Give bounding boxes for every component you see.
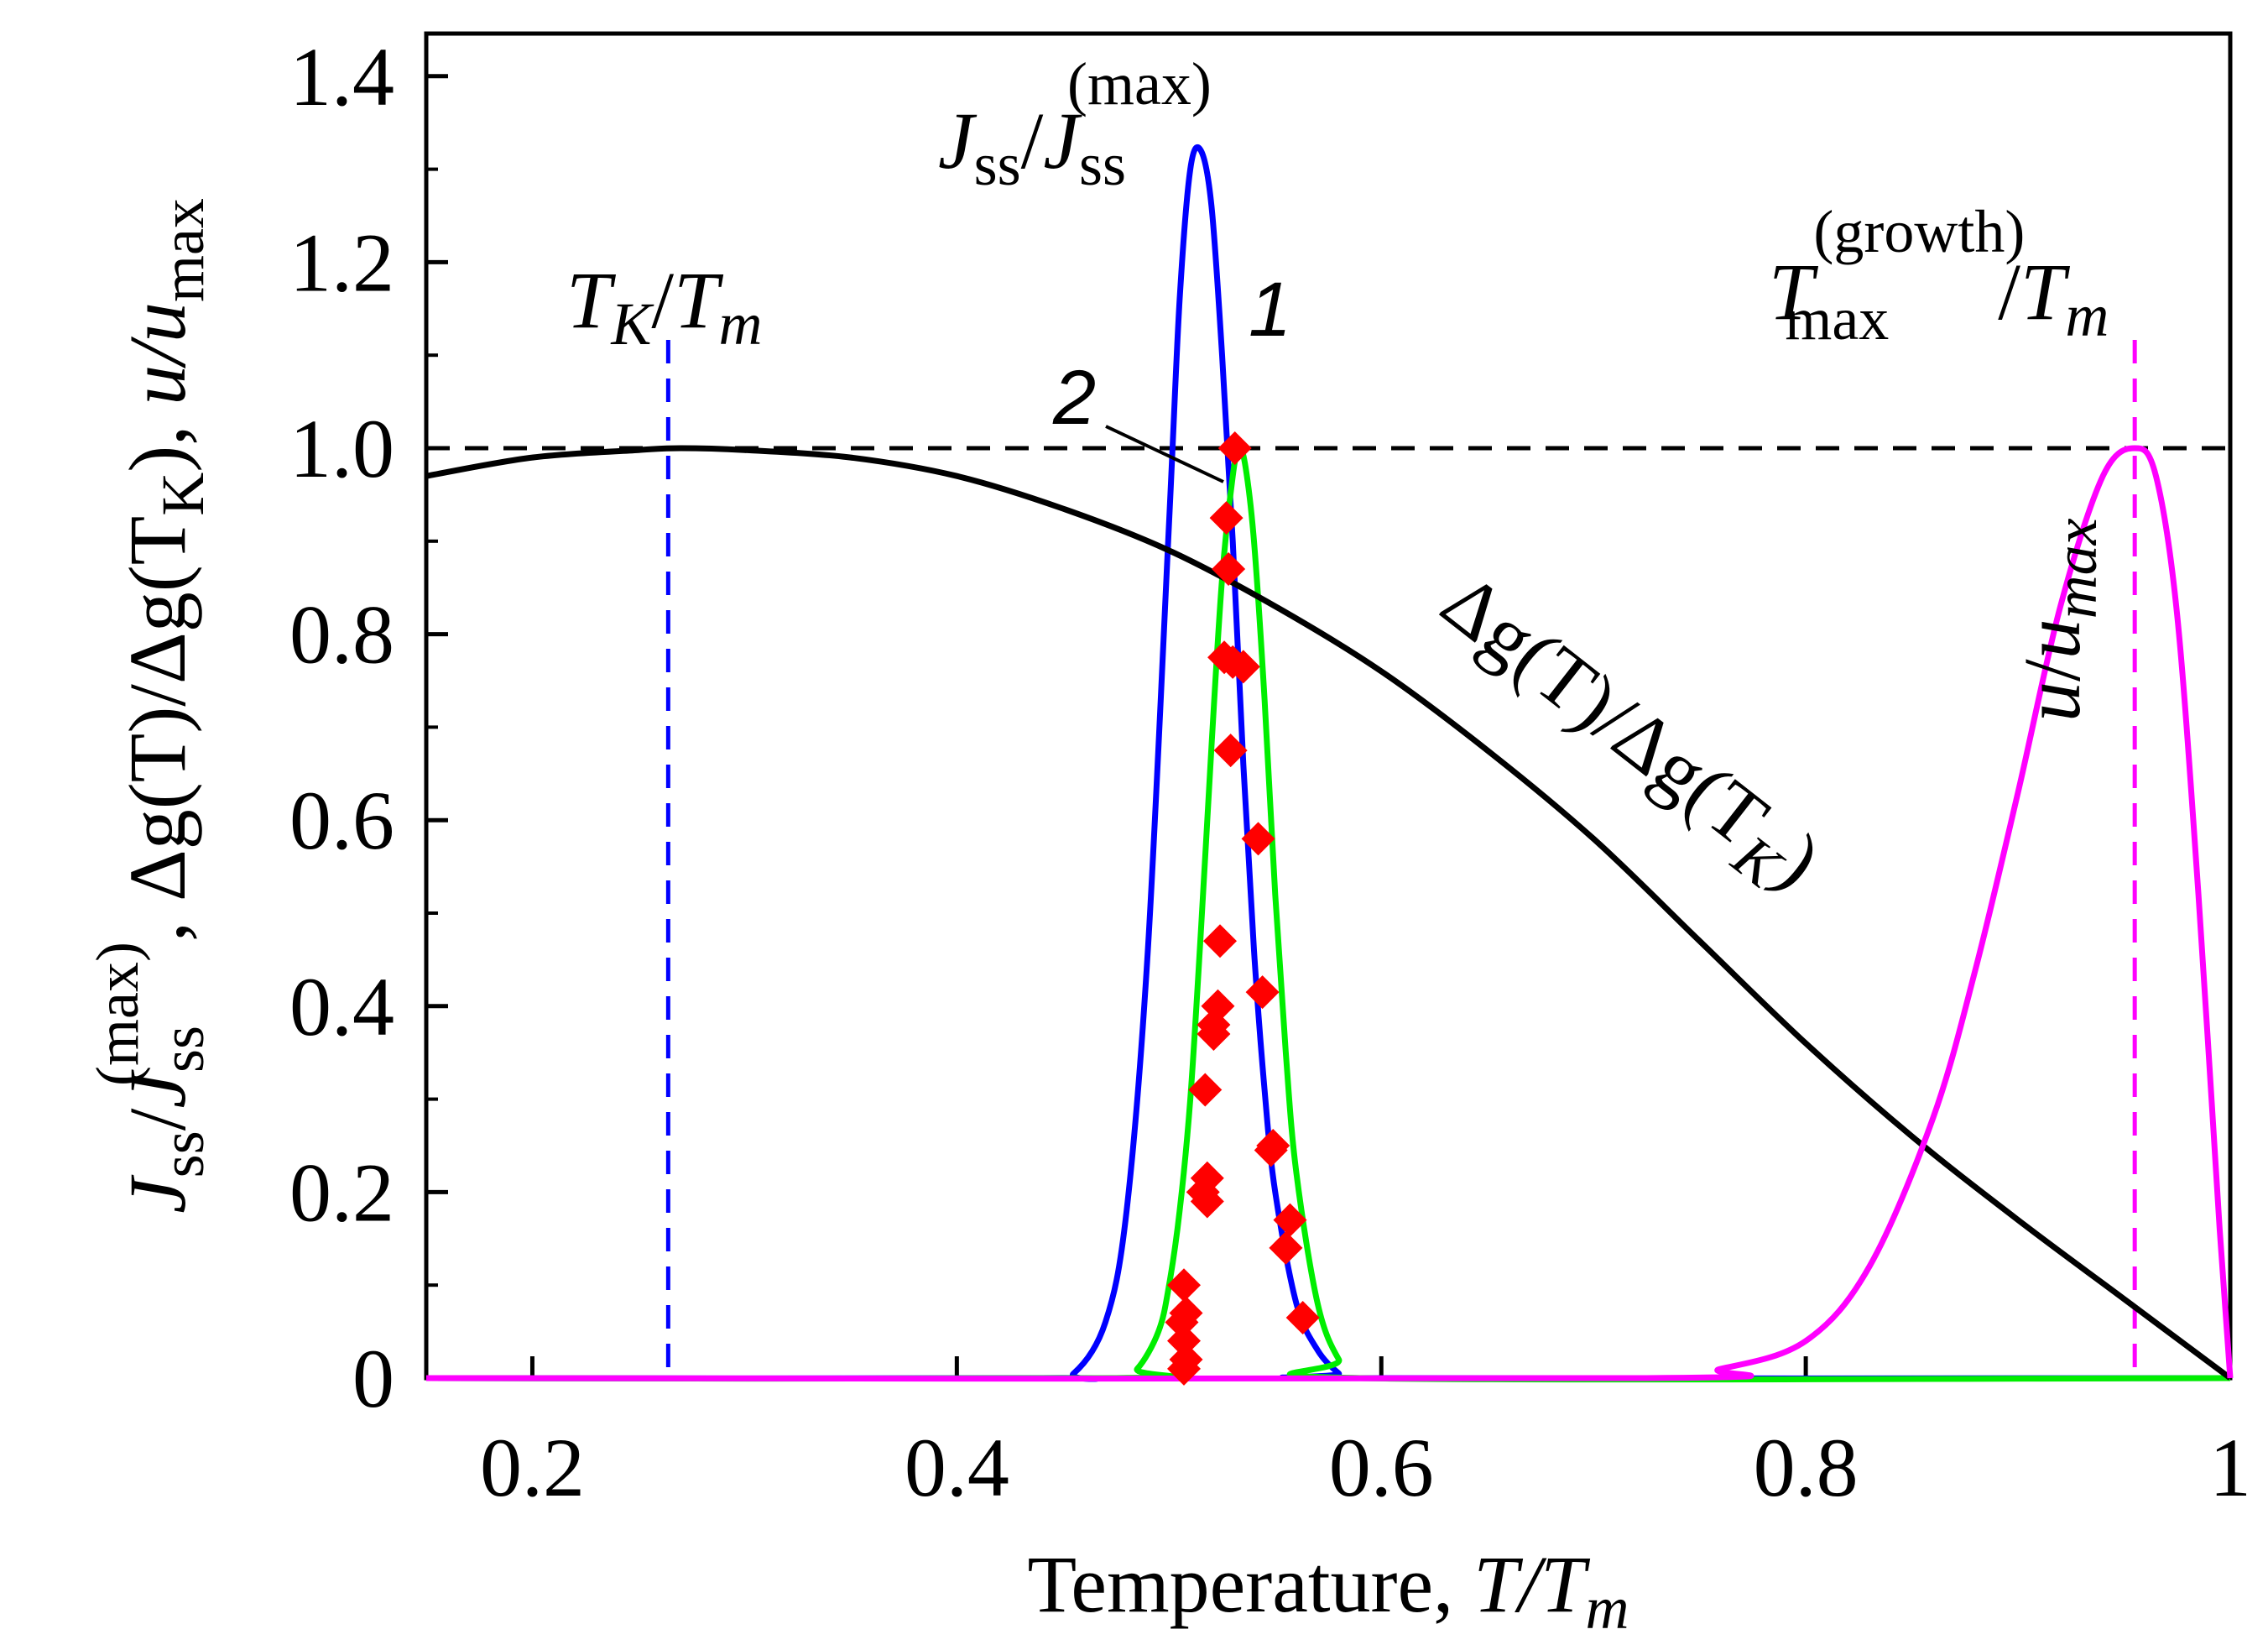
y-tick-marks xyxy=(426,74,448,1381)
y-tick-label: 0.8 xyxy=(289,588,394,682)
data-point xyxy=(1254,1133,1288,1167)
data-point xyxy=(1226,650,1260,684)
curve-2-leader xyxy=(1105,425,1224,483)
data-point xyxy=(1188,1073,1223,1107)
curve-1-label: 1 xyxy=(1249,267,1291,352)
series-line-1 xyxy=(425,445,2231,1383)
y-tick-label: 0.2 xyxy=(289,1146,394,1239)
tmax-annotation: T(growth) max/Tm xyxy=(1769,198,2109,352)
tk-annotation: TK/Tm xyxy=(566,255,762,358)
data-point xyxy=(1269,1230,1303,1265)
dg-curve-label: Δg(T)/Δg(TK) xyxy=(1417,556,1838,916)
data-point xyxy=(1212,552,1246,587)
y-tick-label: 0.6 xyxy=(289,774,394,867)
data-point xyxy=(1209,501,1243,535)
data-point xyxy=(1167,1268,1201,1303)
data-point xyxy=(1203,924,1237,958)
x-tick-label: 0.6 xyxy=(1329,1421,1434,1514)
y-tick-label: 1.2 xyxy=(289,216,394,309)
data-point xyxy=(1245,975,1280,1010)
series-line-3 xyxy=(425,445,2234,1382)
data-point xyxy=(1217,431,1252,465)
x-tick-labels: 0.2 0.4 0.6 0.8 1 xyxy=(480,1421,2251,1514)
data-point xyxy=(1167,1351,1201,1386)
data-point xyxy=(1213,734,1248,768)
data-point xyxy=(1241,822,1275,856)
scatter-layer xyxy=(1165,431,1320,1386)
x-tick-label: 0.2 xyxy=(480,1421,585,1514)
series-line-2 xyxy=(425,445,2233,1381)
x-tick-label: 1 xyxy=(2209,1421,2251,1514)
x-tick-label: 0.8 xyxy=(1754,1421,1859,1514)
x-axis-title: Temperature, T/Tm xyxy=(1027,1539,1629,1642)
data-point xyxy=(1197,1017,1231,1052)
umax-curve-label: u/umax xyxy=(2007,518,2109,722)
data-point xyxy=(1273,1203,1307,1237)
data-point xyxy=(1285,1300,1320,1334)
curve-2-label: 2 xyxy=(1052,355,1096,441)
y-tick-label: 1.0 xyxy=(289,402,394,495)
reference-lines xyxy=(426,340,2230,1378)
x-tick-marks xyxy=(529,1356,2233,1378)
y-tick-label: 0 xyxy=(352,1332,394,1425)
data-point xyxy=(1190,1184,1224,1219)
y-tick-labels: 0 0.2 0.4 0.6 0.8 1.0 1.2 1.4 xyxy=(289,30,394,1425)
y-tick-label: 1.4 xyxy=(289,30,394,123)
y-tick-label: 0.4 xyxy=(289,960,394,1053)
jss-annotation: Jss/Jss(max) xyxy=(938,50,1212,198)
y-axis-title: Jss/Jss(max), Δg(T)/Δg(TK), u/umax xyxy=(84,198,216,1214)
x-tick-label: 0.4 xyxy=(905,1421,1009,1514)
